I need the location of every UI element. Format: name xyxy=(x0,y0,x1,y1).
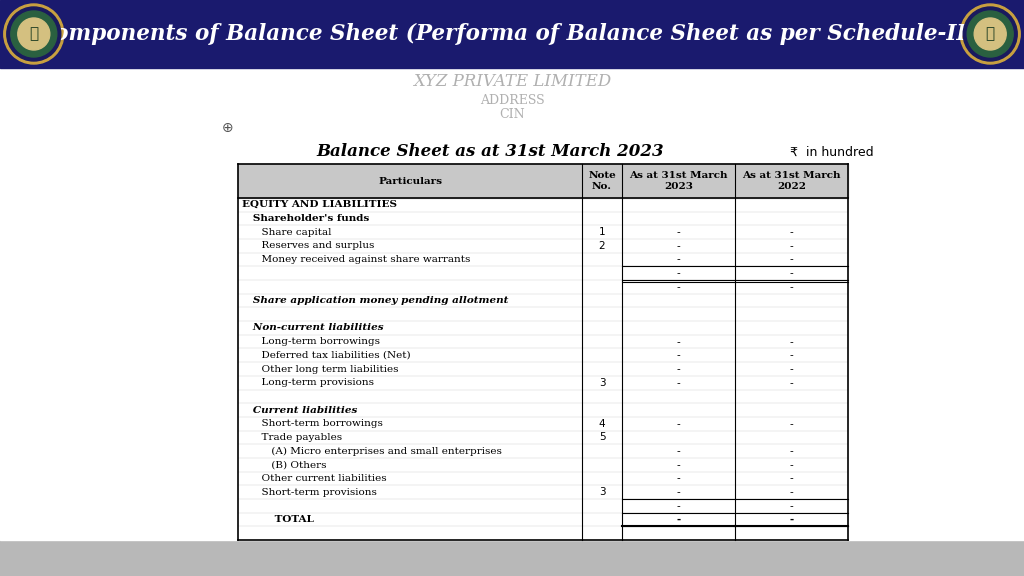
Text: Current liabilities: Current liabilities xyxy=(242,406,357,415)
Text: -: - xyxy=(677,473,680,483)
Text: ❧: ❧ xyxy=(986,27,994,41)
Circle shape xyxy=(7,7,60,61)
Text: ⊕: ⊕ xyxy=(222,121,233,135)
Text: -: - xyxy=(790,446,794,456)
Text: Deferred tax liabilities (Net): Deferred tax liabilities (Net) xyxy=(242,351,411,360)
Text: -: - xyxy=(677,282,680,292)
Text: -: - xyxy=(677,336,680,347)
Text: -: - xyxy=(790,514,794,525)
Circle shape xyxy=(961,4,1020,64)
Text: 4: 4 xyxy=(599,419,605,429)
Text: (B) Others: (B) Others xyxy=(242,460,327,469)
Text: Reserves and surplus: Reserves and surplus xyxy=(242,241,375,251)
Text: -: - xyxy=(790,241,794,251)
Text: -: - xyxy=(790,282,794,292)
Text: -: - xyxy=(790,255,794,264)
Text: As at 31st March
2022: As at 31st March 2022 xyxy=(742,171,841,191)
Text: -: - xyxy=(677,501,680,511)
Text: -: - xyxy=(677,460,680,470)
Text: -: - xyxy=(677,364,680,374)
Text: Other current liabilities: Other current liabilities xyxy=(242,474,387,483)
Text: As at 31st March
2023: As at 31st March 2023 xyxy=(630,171,728,191)
Text: Share application money pending allotment: Share application money pending allotmen… xyxy=(242,296,508,305)
Text: -: - xyxy=(790,227,794,237)
Text: Long-term provisions: Long-term provisions xyxy=(242,378,374,387)
Bar xyxy=(0,0,1024,68)
Text: Shareholder's funds: Shareholder's funds xyxy=(242,214,370,223)
Text: 1: 1 xyxy=(599,227,605,237)
Text: -: - xyxy=(790,460,794,470)
Circle shape xyxy=(968,11,1013,57)
Text: -: - xyxy=(677,514,681,525)
Text: -: - xyxy=(790,473,794,483)
Text: -: - xyxy=(677,227,680,237)
Text: -: - xyxy=(677,419,680,429)
Bar xyxy=(0,68,1024,540)
Text: Money received against share warrants: Money received against share warrants xyxy=(242,255,470,264)
Circle shape xyxy=(11,11,56,57)
Text: TOTAL: TOTAL xyxy=(242,515,314,524)
Text: Short-term borrowings: Short-term borrowings xyxy=(242,419,383,428)
Text: Note
No.: Note No. xyxy=(588,171,615,191)
Text: -: - xyxy=(790,501,794,511)
Text: -: - xyxy=(790,419,794,429)
Text: ADDRESS: ADDRESS xyxy=(479,93,545,107)
Text: ₹  in hundred: ₹ in hundred xyxy=(790,146,873,158)
Circle shape xyxy=(974,18,1007,50)
Text: Trade payables: Trade payables xyxy=(242,433,342,442)
Text: (A) Micro enterprises and small enterprises: (A) Micro enterprises and small enterpri… xyxy=(242,446,502,456)
Text: 3: 3 xyxy=(599,487,605,497)
Text: -: - xyxy=(677,241,680,251)
Text: -: - xyxy=(790,350,794,361)
Text: ❧: ❧ xyxy=(30,27,38,41)
Text: Other long term liabilities: Other long term liabilities xyxy=(242,365,398,373)
Text: -: - xyxy=(677,446,680,456)
Text: Balance Sheet as at 31st March 2023: Balance Sheet as at 31st March 2023 xyxy=(316,143,664,161)
Circle shape xyxy=(4,4,63,64)
Text: Components of Balance Sheet (Performa of Balance Sheet as per Schedule-III): Components of Balance Sheet (Performa of… xyxy=(37,23,987,45)
Text: Particulars: Particulars xyxy=(378,176,442,185)
Text: 3: 3 xyxy=(599,378,605,388)
Text: -: - xyxy=(677,268,680,278)
Bar xyxy=(238,164,848,198)
Text: XYZ PRIVATE LIMITED: XYZ PRIVATE LIMITED xyxy=(413,74,611,90)
Text: 2: 2 xyxy=(599,241,605,251)
Text: -: - xyxy=(790,487,794,497)
Text: -: - xyxy=(677,378,680,388)
Text: -: - xyxy=(677,350,680,361)
Text: Long-term borrowings: Long-term borrowings xyxy=(242,337,380,346)
Text: EQUITY AND LIABILITIES: EQUITY AND LIABILITIES xyxy=(242,200,397,209)
Circle shape xyxy=(17,18,50,50)
Text: Non-current liabilities: Non-current liabilities xyxy=(242,324,384,332)
Circle shape xyxy=(964,7,1017,61)
Text: 5: 5 xyxy=(599,433,605,442)
Text: -: - xyxy=(677,487,680,497)
Text: -: - xyxy=(790,364,794,374)
Text: -: - xyxy=(790,336,794,347)
Text: Share capital: Share capital xyxy=(242,228,332,237)
Text: CIN: CIN xyxy=(499,108,525,120)
Text: -: - xyxy=(677,255,680,264)
Text: -: - xyxy=(790,378,794,388)
Text: Short-term provisions: Short-term provisions xyxy=(242,488,377,497)
Text: -: - xyxy=(790,268,794,278)
